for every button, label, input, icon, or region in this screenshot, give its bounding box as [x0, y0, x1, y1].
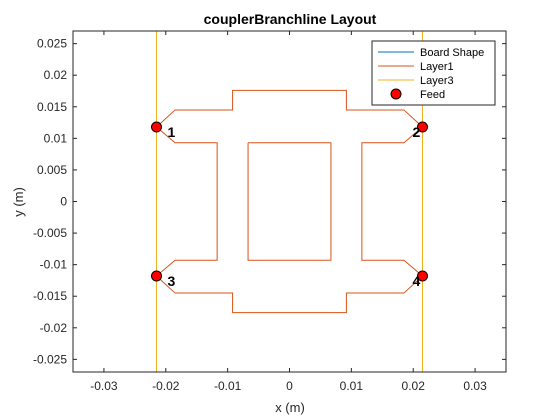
axes-box [72, 30, 507, 373]
feed-label-2: 2 [412, 124, 420, 140]
x-tick-label: 0 [286, 379, 293, 393]
legend: Board Shape Layer1 Layer3 Feed [371, 40, 496, 106]
y-tick-label: -0.015 [33, 289, 67, 303]
feed-label-4: 4 [412, 273, 420, 289]
y-tick-label: 0.025 [37, 37, 67, 51]
y-tick-label: -0.02 [40, 321, 68, 335]
y-tick-label: 0.005 [37, 163, 67, 177]
tick-layer: -0.03 -0.02 -0.01 0 0.01 0.02 0.03 -0.025 -0.02 -… [33, 31, 506, 393]
legend-entry-feed: Feed [420, 89, 445, 101]
y-axis-label: y (m) [11, 187, 26, 217]
x-tick-label: 0.02 [402, 379, 426, 393]
y-tick-label: 0.01 [44, 131, 68, 145]
y-tick-label: -0.025 [33, 352, 67, 366]
x-axis-label: x (m) [275, 400, 305, 415]
y-tick-label: 0 [60, 195, 67, 209]
feed-label-1: 1 [168, 124, 176, 140]
x-tick-label: -0.03 [90, 379, 118, 393]
layer1-outline-1 [247, 142, 332, 261]
legend-entry-board-shape: Board Shape [420, 47, 484, 59]
x-tick-label: -0.01 [214, 379, 242, 393]
feed-point-2 [416, 121, 428, 133]
feed-point-1 [151, 121, 163, 133]
y-tick-label: 0.015 [37, 100, 67, 114]
legend-swatch-feed [390, 88, 402, 100]
y-tick-label: 0.02 [44, 68, 68, 82]
feed-point-4 [416, 270, 428, 282]
y-tick-label: -0.005 [33, 226, 67, 240]
legend-entry-layer1: Layer1 [420, 61, 454, 73]
x-tick-label: 0.03 [463, 379, 487, 393]
x-tick-label: -0.02 [152, 379, 180, 393]
legend-entry-layer3: Layer3 [420, 75, 454, 87]
chart-title: couplerBranchline Layout [204, 11, 377, 27]
feed-point-3 [151, 270, 163, 282]
y-tick-label: -0.01 [40, 258, 68, 272]
feed-label-3: 3 [168, 273, 176, 289]
x-tick-label: 0.01 [340, 379, 364, 393]
